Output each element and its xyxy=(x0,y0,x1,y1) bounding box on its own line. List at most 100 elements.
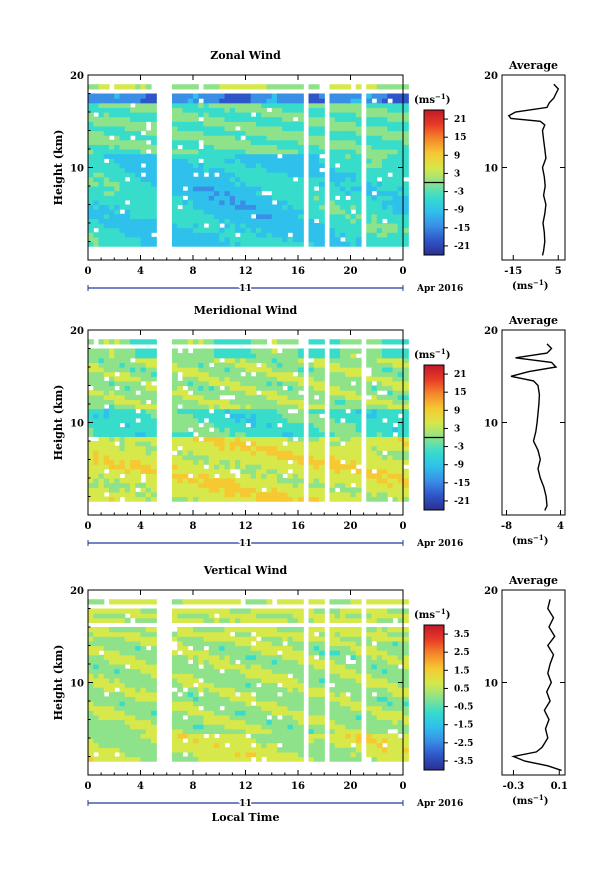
heatmap-cell xyxy=(313,441,320,447)
heatmap-cell xyxy=(329,450,336,456)
heatmap-cell xyxy=(124,454,131,461)
heatmap-cell xyxy=(177,139,184,145)
heatmap-cell xyxy=(329,468,336,474)
heatmap-cell xyxy=(135,742,142,748)
heatmap-cell xyxy=(366,487,373,493)
heatmap-cell xyxy=(224,116,231,122)
heatmap-cell xyxy=(292,431,299,437)
heatmap-cell xyxy=(103,130,110,136)
heatmap-cell xyxy=(130,162,136,169)
heatmap-cell xyxy=(172,701,178,707)
heatmap-cell xyxy=(277,376,283,382)
heatmap-cell xyxy=(103,747,110,753)
heatmap-cell xyxy=(214,724,220,730)
heatmap-cell xyxy=(371,172,378,178)
heatmap-cell xyxy=(387,204,394,210)
heatmap-cell xyxy=(340,496,346,502)
heatmap-cell xyxy=(387,357,394,363)
heatmap-cell xyxy=(292,441,299,447)
heatmap-cell xyxy=(256,227,262,233)
heatmap-cell xyxy=(203,413,210,419)
heatmap-cell xyxy=(177,677,184,684)
heatmap-cell xyxy=(177,636,184,642)
heatmap-cell xyxy=(172,496,178,502)
heatmap-cell xyxy=(208,608,215,614)
heatmap-cell xyxy=(266,701,273,707)
heatmap-cell xyxy=(392,190,399,196)
heatmap-cell xyxy=(334,496,341,502)
heatmap-cell xyxy=(214,112,220,118)
heatmap-cell xyxy=(214,380,220,387)
heatmap-cell xyxy=(93,144,100,150)
heatmap-cell xyxy=(397,427,404,433)
heatmap-cell xyxy=(114,209,121,215)
heatmap-cell xyxy=(298,468,304,474)
heatmap-cell xyxy=(214,367,220,373)
heatmap-cell xyxy=(334,186,341,192)
heatmap-cell xyxy=(256,399,262,405)
heatmap-cell xyxy=(240,491,247,498)
heatmap-cell xyxy=(240,227,247,233)
heatmap-cell xyxy=(130,227,136,233)
heatmap-cell xyxy=(219,747,226,753)
heatmap-cell xyxy=(287,348,294,354)
heatmap-cell xyxy=(277,645,283,651)
heatmap-cell xyxy=(235,491,241,498)
heatmap-cell xyxy=(93,158,100,164)
heatmap-cell xyxy=(287,417,294,424)
heatmap-cell xyxy=(208,353,215,359)
heatmap-cell xyxy=(319,371,325,377)
heatmap-cell xyxy=(298,613,304,619)
heatmap-cell xyxy=(403,491,409,498)
heatmap-cell xyxy=(261,195,268,201)
heatmap-cell xyxy=(392,176,399,182)
heatmap-cell xyxy=(397,357,404,363)
heatmap-cell xyxy=(130,367,136,373)
heatmap-cell xyxy=(250,454,257,461)
heatmap-cell xyxy=(350,348,357,354)
heatmap-cell xyxy=(277,599,283,605)
heatmap-cell xyxy=(208,153,215,159)
heatmap-cell xyxy=(271,107,278,113)
heatmap-cell xyxy=(109,385,115,391)
heatmap-cell xyxy=(187,84,194,90)
heatmap-cell xyxy=(298,227,304,233)
heatmap-cell xyxy=(266,181,273,187)
heatmap-cell xyxy=(250,121,257,127)
heatmap-cell xyxy=(172,404,178,410)
heatmap-cell xyxy=(266,450,273,456)
heatmap-cell xyxy=(130,380,136,387)
heatmap-cell xyxy=(235,728,241,734)
heatmap-cell xyxy=(103,204,110,210)
heatmap-cell xyxy=(277,176,283,182)
heatmap-cell xyxy=(124,408,131,414)
heatmap-cell xyxy=(198,348,205,354)
heatmap-cell xyxy=(114,181,121,187)
heatmap-cell xyxy=(119,404,126,410)
heatmap-cell xyxy=(250,719,257,725)
heatmap-cell xyxy=(114,636,121,642)
heatmap-cell xyxy=(313,390,320,396)
heatmap-cell xyxy=(88,98,94,104)
heatmap-cell xyxy=(366,102,373,108)
heatmap-cell xyxy=(193,121,199,127)
heatmap-cell xyxy=(103,673,110,679)
heatmap-cell xyxy=(88,664,94,670)
heatmap-cell xyxy=(198,376,205,382)
heatmap-cell xyxy=(140,223,147,229)
heatmap-cell xyxy=(135,673,142,679)
heatmap-cell xyxy=(376,199,383,206)
heatmap-cell xyxy=(282,445,289,451)
heatmap-cell xyxy=(124,186,131,192)
heatmap-cell xyxy=(177,399,184,405)
heatmap-cell xyxy=(240,181,247,187)
heatmap-cell xyxy=(109,441,115,447)
heatmap-cell xyxy=(271,691,278,697)
heatmap-cell xyxy=(214,468,220,474)
heatmap-cell xyxy=(214,738,220,744)
heatmap-cell xyxy=(214,339,220,345)
heatmap-cell xyxy=(392,367,399,373)
heatmap-cell xyxy=(245,751,252,758)
heatmap-cell xyxy=(319,450,325,456)
heatmap-cell xyxy=(119,742,126,748)
